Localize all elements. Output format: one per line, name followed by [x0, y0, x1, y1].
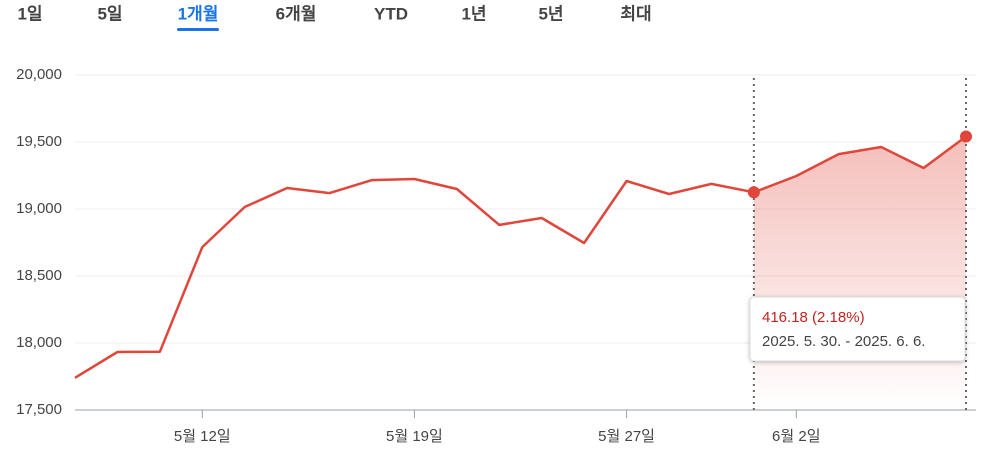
y-tick-label: 18,500	[16, 267, 62, 284]
range-tab[interactable]: 1개월	[178, 4, 219, 23]
x-tick-label: 6월 2일	[772, 428, 820, 445]
y-tick-label: 20,000	[16, 66, 62, 83]
highlight-point	[747, 186, 760, 199]
range-tab[interactable]: YTD	[374, 4, 408, 23]
y-tick-label: 17,500	[16, 401, 62, 418]
selected-tab-underline	[177, 28, 219, 31]
range-tab[interactable]: 6개월	[276, 4, 317, 23]
y-tick-label: 18,000	[16, 334, 62, 351]
x-tick-label: 5월 19일	[386, 428, 443, 445]
range-tab[interactable]: 최대	[620, 4, 651, 23]
tooltip-box	[749, 296, 966, 362]
highlight-point	[960, 130, 972, 143]
tooltip-period: 2025. 5. 30. - 2025. 6. 6.	[762, 333, 925, 350]
tooltip: 416.18 (2.18%) 2025. 5. 30. - 2025. 6. 6.	[749, 296, 966, 362]
y-tick-label: 19,000	[16, 200, 62, 217]
y-tick-label: 19,500	[16, 133, 62, 150]
highlight-area	[753, 136, 966, 411]
range-tab[interactable]: 1년	[461, 4, 486, 23]
x-tick-label: 5월 27일	[598, 428, 655, 445]
range-tab[interactable]: 5일	[97, 4, 122, 23]
range-tab[interactable]: 5년	[538, 4, 563, 23]
price-line	[74, 135, 967, 379]
range-tab[interactable]: 1일	[17, 4, 42, 23]
tooltip-change: 416.18 (2.18%)	[762, 309, 865, 326]
x-tick-label: 5월 12일	[174, 428, 231, 445]
